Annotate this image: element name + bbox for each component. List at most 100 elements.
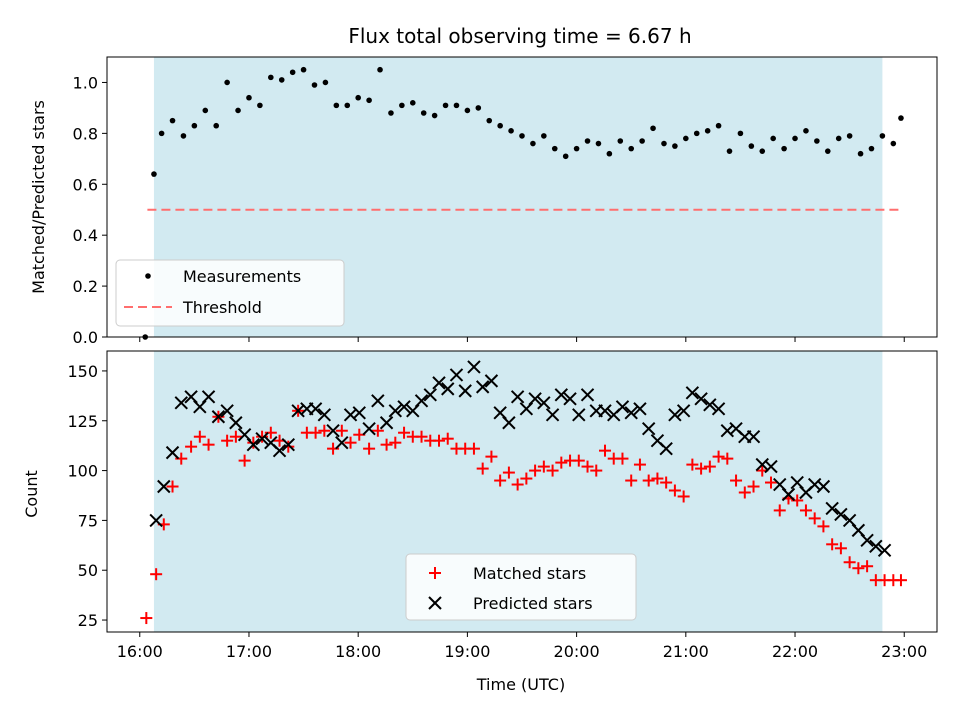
- predicted-star-point: [502, 416, 516, 430]
- predicted-star-point: [537, 396, 551, 410]
- top-y-ticks: 0.0 0.2 0.4 0.6 0.8 1.0: [73, 73, 107, 347]
- measurement-point: [898, 115, 904, 121]
- predicted-star-point: [229, 416, 243, 430]
- measurement-point: [409, 100, 416, 106]
- predicted-star-point: [676, 404, 691, 418]
- measurement-point: [268, 74, 274, 81]
- matched-star-point: [572, 454, 585, 467]
- predicted-star-point: [528, 392, 542, 406]
- measurement-point: [639, 138, 645, 144]
- predicted-star-point: [825, 501, 839, 516]
- predicted-star-point: [201, 390, 216, 404]
- measurement-point: [562, 153, 569, 160]
- predicted-star-point: [441, 382, 455, 396]
- x-tick-label: 20:00: [554, 642, 600, 661]
- predicted-star-point: [388, 404, 403, 418]
- matched-star-point: [318, 424, 331, 437]
- top-y-tick-label: 1.0: [73, 73, 98, 92]
- matched-star-point: [651, 472, 664, 485]
- matched-star-point: [616, 452, 629, 465]
- matched-star-point: [703, 460, 716, 473]
- predicted-star-point: [458, 384, 472, 398]
- bottom-y-tick-label: 75: [78, 511, 98, 530]
- bottom-y-tick-label: 125: [67, 412, 98, 431]
- measurement-point: [289, 69, 296, 76]
- measurement-point: [792, 135, 798, 142]
- predicted-star-point: [703, 398, 717, 412]
- predicted-star-point: [694, 392, 708, 406]
- measurement-point: [333, 102, 340, 109]
- measurement-point: [158, 130, 165, 137]
- matched-star-point: [238, 454, 251, 467]
- matched-star-point: [852, 562, 865, 575]
- measurement-point: [672, 143, 678, 149]
- matched-star-point: [721, 452, 734, 465]
- legend-measurements-label: Measurements: [183, 267, 301, 286]
- matched-star-point: [389, 436, 402, 449]
- measurement-point: [803, 128, 809, 134]
- matched-star-point: [150, 568, 163, 581]
- measurement-point: [213, 122, 220, 129]
- matched-star-point: [229, 430, 242, 443]
- measurement-point: [224, 79, 230, 86]
- predicted-star-point: [554, 388, 569, 402]
- measurement-point: [715, 122, 722, 129]
- bottom-y-tick-label: 25: [78, 611, 98, 630]
- matched-star-point: [537, 460, 550, 473]
- measurement-point: [475, 105, 482, 111]
- matched-star-point: [625, 474, 638, 487]
- matched-star-point: [826, 538, 839, 551]
- predicted-star-point: [379, 416, 394, 430]
- measurement-point: [683, 135, 689, 142]
- matched-star-point: [765, 476, 777, 489]
- x-tick-label: 21:00: [663, 642, 709, 661]
- legend-measurements-marker: [145, 273, 151, 279]
- measurement-point: [628, 145, 635, 152]
- measurement-point: [420, 110, 427, 116]
- predicted-star-point: [711, 402, 726, 416]
- matched-star-point: [221, 434, 234, 447]
- legend-predicted-marker: [428, 596, 442, 610]
- measurement-point: [366, 97, 372, 104]
- measurement-point: [726, 148, 733, 154]
- measurement-point: [311, 82, 318, 88]
- measurement-point: [278, 77, 285, 83]
- predicted-star-point: [423, 388, 437, 402]
- matched-star-point: [520, 472, 533, 485]
- predicted-star-point: [659, 441, 673, 456]
- measurement-point: [322, 79, 329, 86]
- predicted-star-point: [220, 404, 234, 418]
- predicted-star-point: [869, 539, 883, 554]
- matched-star-point: [415, 430, 428, 443]
- predicted-star-point: [397, 400, 411, 414]
- matched-star-point: [467, 442, 480, 455]
- measurement-point: [551, 145, 558, 152]
- bottom-y-tick-label: 100: [67, 462, 98, 481]
- measurement-point: [497, 122, 503, 129]
- top-axes-frame: [106, 56, 938, 338]
- matched-star-point: [747, 480, 760, 493]
- measurement-point: [595, 140, 602, 147]
- measurement-point: [704, 128, 711, 134]
- measurement-point: [814, 138, 820, 144]
- matched-star-point: [712, 450, 725, 463]
- measurement-point: [180, 133, 187, 139]
- predicted-star-point: [362, 422, 376, 436]
- predicted-star-point: [764, 459, 778, 474]
- predicted-star-point: [352, 406, 366, 420]
- measurement-point: [191, 122, 198, 129]
- matched-star-point: [202, 438, 215, 451]
- x-tick-label: 17:00: [226, 642, 272, 661]
- matched-star-point: [668, 484, 681, 497]
- matched-star-point: [363, 442, 376, 455]
- top-x-ticks: [139, 337, 905, 342]
- legend-threshold-label: Threshold: [182, 298, 262, 317]
- measurement-point: [442, 102, 449, 109]
- predicted-star-point: [633, 402, 647, 416]
- measurement-points: [142, 66, 904, 340]
- matched-star-point: [529, 464, 542, 477]
- chart-title: Flux total observing time = 6.67 h: [348, 24, 691, 48]
- predicted-star-point: [580, 388, 595, 402]
- predicted-star-point: [449, 368, 464, 382]
